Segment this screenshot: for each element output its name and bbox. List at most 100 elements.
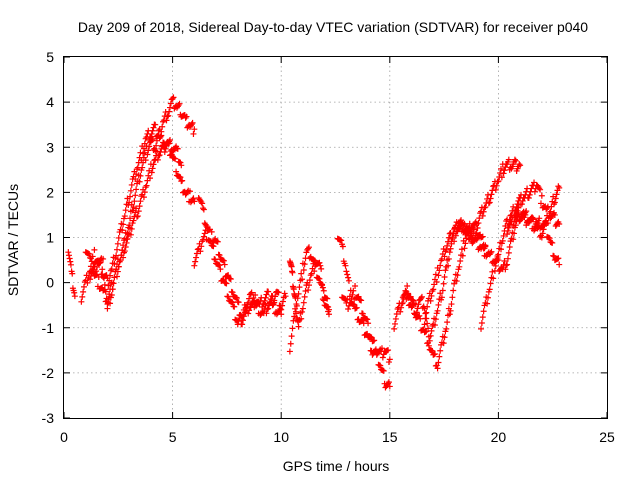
data-point xyxy=(286,348,293,355)
data-point xyxy=(276,307,283,314)
data-point xyxy=(442,267,449,274)
data-point xyxy=(172,155,179,162)
data-point xyxy=(517,201,524,208)
data-point xyxy=(424,320,431,327)
data-point xyxy=(122,243,129,250)
data-point xyxy=(511,156,518,163)
data-point xyxy=(136,178,143,185)
data-point xyxy=(385,379,392,386)
data-point xyxy=(491,267,498,274)
data-point xyxy=(80,283,87,290)
data-point xyxy=(441,253,448,260)
data-point xyxy=(113,273,120,280)
data-point xyxy=(299,308,306,315)
data-point xyxy=(188,121,195,128)
data-point xyxy=(343,268,350,275)
data-point xyxy=(248,301,255,308)
series-arc-j xyxy=(339,283,393,366)
data-point xyxy=(500,170,507,177)
x-tick-label: 10 xyxy=(273,429,289,445)
data-point xyxy=(279,298,286,305)
data-point xyxy=(450,230,457,237)
data-point xyxy=(302,287,309,294)
data-point xyxy=(239,321,246,328)
data-point xyxy=(114,240,121,247)
data-point xyxy=(183,113,190,120)
data-point xyxy=(148,169,155,176)
data-point xyxy=(404,283,411,290)
data-point xyxy=(137,198,144,205)
data-point xyxy=(474,235,481,242)
data-point xyxy=(414,305,421,312)
data-point xyxy=(191,126,198,133)
data-point xyxy=(425,342,432,349)
data-point xyxy=(516,161,523,168)
data-point xyxy=(114,268,121,275)
data-point xyxy=(487,250,494,257)
data-point xyxy=(378,345,385,352)
data-point xyxy=(467,227,474,234)
data-point xyxy=(489,268,496,275)
data-point xyxy=(398,304,405,311)
data-point xyxy=(415,301,422,308)
data-point xyxy=(428,292,435,299)
data-point xyxy=(153,142,160,149)
data-point xyxy=(353,304,360,311)
data-point xyxy=(289,325,296,332)
data-point xyxy=(484,300,491,307)
data-point xyxy=(227,276,234,283)
data-point xyxy=(299,276,306,283)
data-point xyxy=(506,243,513,250)
data-point xyxy=(174,145,181,152)
data-point xyxy=(165,112,172,119)
data-point xyxy=(69,270,76,277)
data-point xyxy=(448,301,455,308)
data-point xyxy=(136,203,143,210)
data-point xyxy=(182,114,189,121)
data-point xyxy=(488,191,495,198)
tick-labels: 0 5 10 15 20 25 -3 -2 -1 0 1 2 3 4 5 xyxy=(42,49,615,445)
data-point xyxy=(345,306,352,313)
data-point xyxy=(128,225,135,232)
data-point xyxy=(166,108,173,115)
data-point xyxy=(193,254,200,261)
data-point xyxy=(549,239,556,246)
data-point xyxy=(306,277,313,284)
data-point xyxy=(344,271,351,278)
data-point xyxy=(342,262,349,269)
data-point xyxy=(438,294,445,301)
series-arc-d xyxy=(87,137,185,312)
data-point xyxy=(538,234,545,241)
data-point xyxy=(191,262,198,269)
data-point xyxy=(501,167,508,174)
data-point xyxy=(365,320,372,327)
data-point xyxy=(547,208,554,215)
data-point xyxy=(530,216,537,223)
data-point xyxy=(93,268,100,275)
data-point xyxy=(339,243,346,250)
x-tick-label: 25 xyxy=(599,429,615,445)
data-point xyxy=(159,123,166,130)
data-point xyxy=(511,218,518,225)
data-point xyxy=(525,195,532,202)
data-point xyxy=(466,228,473,235)
data-point xyxy=(133,171,140,178)
data-point xyxy=(134,213,141,220)
data-point xyxy=(306,282,313,289)
data-point xyxy=(65,252,72,259)
data-point xyxy=(488,248,495,255)
data-point xyxy=(249,298,256,305)
data-point xyxy=(413,309,420,316)
data-point xyxy=(176,100,183,107)
data-point xyxy=(446,249,453,256)
data-point xyxy=(338,237,345,244)
data-point xyxy=(505,156,512,163)
data-point xyxy=(347,299,354,306)
data-point xyxy=(65,249,72,256)
data-points xyxy=(65,94,563,391)
data-point xyxy=(122,207,129,214)
data-point xyxy=(295,290,302,297)
data-point xyxy=(272,293,279,300)
data-point xyxy=(456,263,463,270)
x-tick-label: 0 xyxy=(60,429,68,445)
